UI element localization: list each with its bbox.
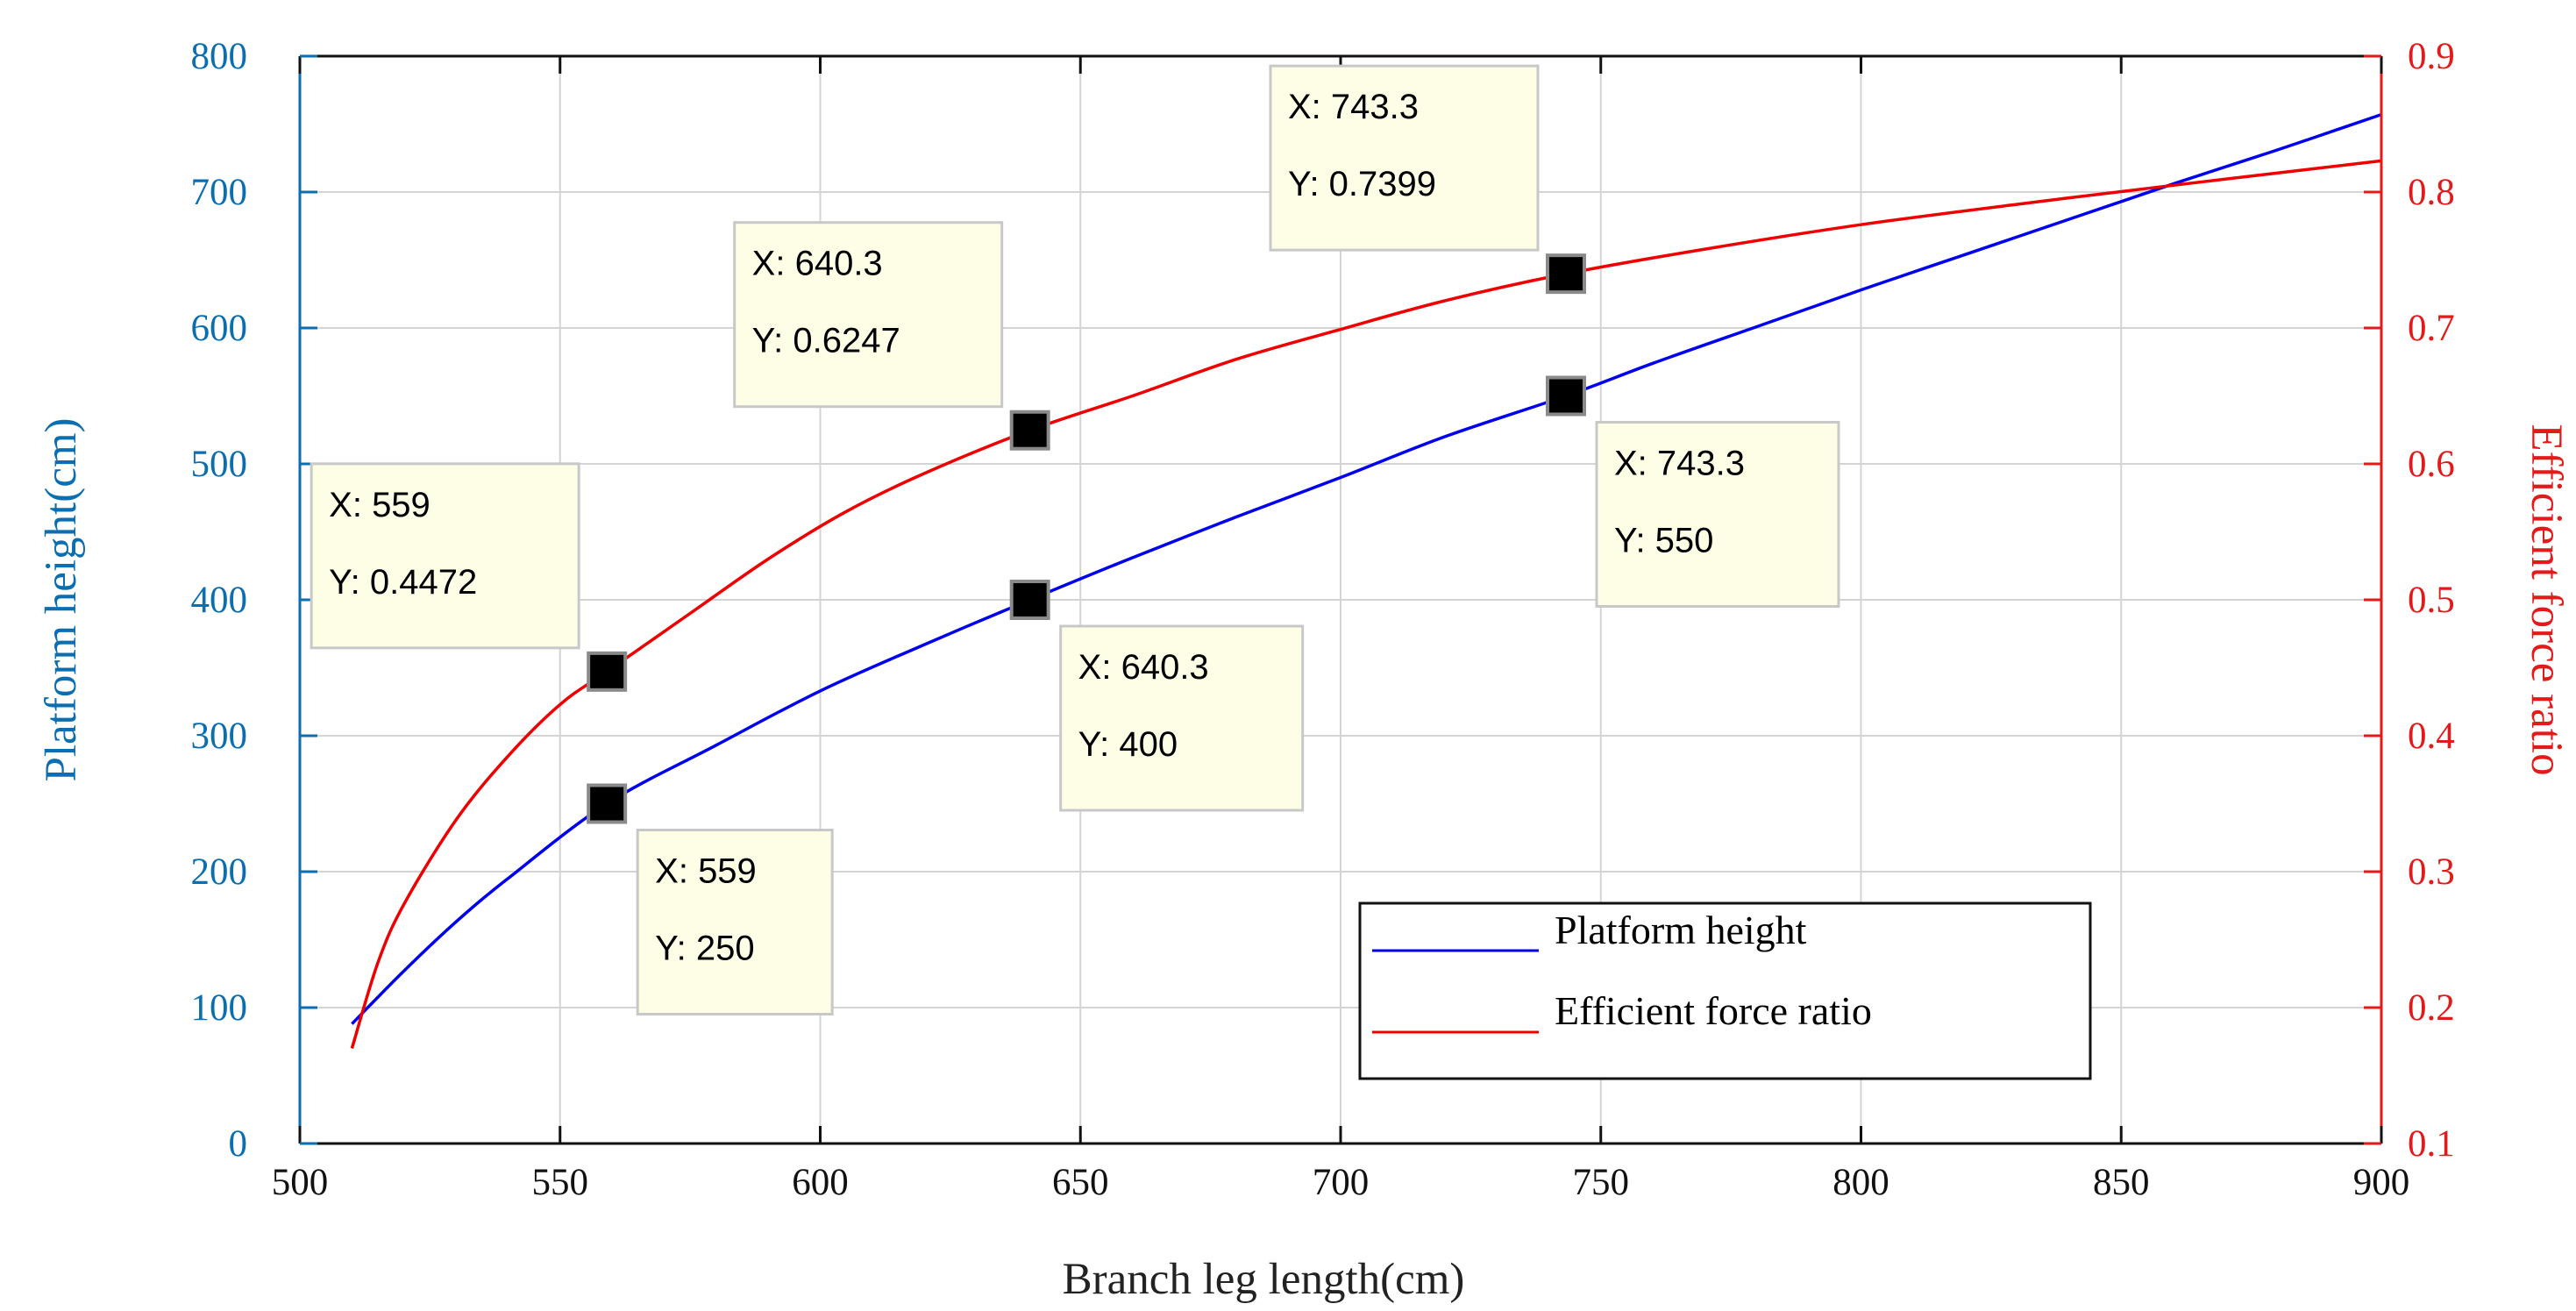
y-left-tick-label-100: 100 — [191, 987, 248, 1029]
legend-label-efficient-force-ratio: Efficient force ratio — [1555, 988, 1872, 1033]
y-left-tick-label-200: 200 — [191, 851, 248, 893]
y-axis-left-title: Platform height(cm) — [37, 418, 86, 782]
y-right-tick-label-0-9: 0.9 — [2408, 36, 2455, 77]
legend: Platform height Efficient force ratio — [1358, 901, 2092, 1080]
axes: 500 550 600 650 700 750 800 850 900 0 100 200 300 400… — [191, 36, 2455, 1203]
datatip-boxes: X: 559 Y: 250 X: 640.3 Y: 400 X: 743.3 Y: 550… — [310, 64, 1840, 1015]
series-line-efficient-force-ratio — [350, 159, 2382, 1050]
y-left-tick-label-0: 0 — [229, 1123, 248, 1165]
y-right-tick-label-0-2: 0.2 — [2408, 987, 2455, 1029]
y-left-tick-label-600: 600 — [191, 308, 248, 349]
datatip-platform-height-640-3-box — [1059, 624, 1305, 812]
x-tick-label-500: 500 — [272, 1162, 329, 1203]
x-tick-label-900: 900 — [2353, 1162, 2410, 1203]
y-left-tick-label-800: 800 — [191, 36, 248, 77]
datatip-efficient-force-ratio-743-3-marker — [1545, 253, 1586, 295]
x-tick-label-750: 750 — [1573, 1162, 1630, 1203]
datatip-efficient-force-ratio-559-y-label: Y: 0.4472 — [329, 563, 477, 602]
datatip-platform-height-743-3-x-label: X: 743.3 — [1614, 445, 1745, 483]
legend-label-platform-height: Platform height — [1555, 908, 1807, 952]
x-tick-label-550: 550 — [532, 1162, 589, 1203]
y-right-tick-label-0-7: 0.7 — [2408, 308, 2455, 349]
datatip-platform-height-743-3-box — [1595, 421, 1840, 608]
y-left-tick-label-500: 500 — [191, 444, 248, 485]
y-left-tick-label-400: 400 — [191, 580, 248, 621]
y-right-tick-label-0-5: 0.5 — [2408, 580, 2455, 621]
y-right-tick-label-0-4: 0.4 — [2408, 716, 2455, 757]
datatip-efficient-force-ratio-640-3-marker — [1009, 410, 1050, 451]
datatip-efficient-force-ratio-559-x-label: X: 559 — [329, 486, 431, 524]
datatip-platform-height-559-box — [636, 829, 834, 1015]
y-right-tick-label-0-1: 0.1 — [2408, 1123, 2455, 1165]
datatip-efficient-force-ratio-559-marker — [587, 651, 628, 692]
datatip-efficient-force-ratio-559-box — [310, 462, 580, 650]
y-right-tick-label-0-6: 0.6 — [2408, 444, 2455, 485]
x-tick-label-850: 850 — [2093, 1162, 2150, 1203]
y-right-tick-label-0-3: 0.3 — [2408, 851, 2455, 893]
datatip-efficient-force-ratio-640-3-y-label: Y: 0.6247 — [752, 322, 900, 360]
datatip-markers — [587, 253, 1586, 824]
datatip-efficient-force-ratio-743-3-x-label: X: 743.3 — [1288, 88, 1419, 126]
datatip-efficient-force-ratio-640-3-x-label: X: 640.3 — [752, 245, 883, 283]
datatip-platform-height-559-marker — [587, 783, 628, 824]
datatip-platform-height-743-3-y-label: Y: 550 — [1614, 522, 1713, 560]
y-left-tick-label-300: 300 — [191, 716, 248, 757]
y-left-tick-label-700: 700 — [191, 172, 248, 213]
x-tick-label-700: 700 — [1313, 1162, 1370, 1203]
datatip-efficient-force-ratio-743-3-box — [1269, 64, 1540, 252]
datatip-efficient-force-ratio-640-3-box — [733, 221, 1004, 409]
datatip-platform-height-743-3-marker — [1545, 375, 1586, 417]
y-right-tick-label-0-8: 0.8 — [2408, 172, 2455, 213]
datatip-platform-height-640-3-y-label: Y: 400 — [1078, 725, 1178, 764]
datatip-efficient-force-ratio-743-3-y-label: Y: 0.7399 — [1288, 165, 1436, 203]
y-axis-right-title: Efficient force ratio — [2522, 424, 2571, 775]
datatip-platform-height-640-3-x-label: X: 640.3 — [1078, 648, 1209, 687]
datatip-platform-height-640-3-marker — [1009, 580, 1050, 620]
datatip-platform-height-559-y-label: Y: 250 — [655, 930, 754, 968]
legend-box — [1358, 901, 2092, 1080]
x-tick-label-650: 650 — [1052, 1162, 1109, 1203]
x-tick-label-600: 600 — [792, 1162, 849, 1203]
datatip-platform-height-559-x-label: X: 559 — [655, 852, 757, 891]
x-tick-label-800: 800 — [1832, 1162, 1889, 1203]
x-axis-title: Branch leg length(cm) — [1063, 1255, 1465, 1304]
